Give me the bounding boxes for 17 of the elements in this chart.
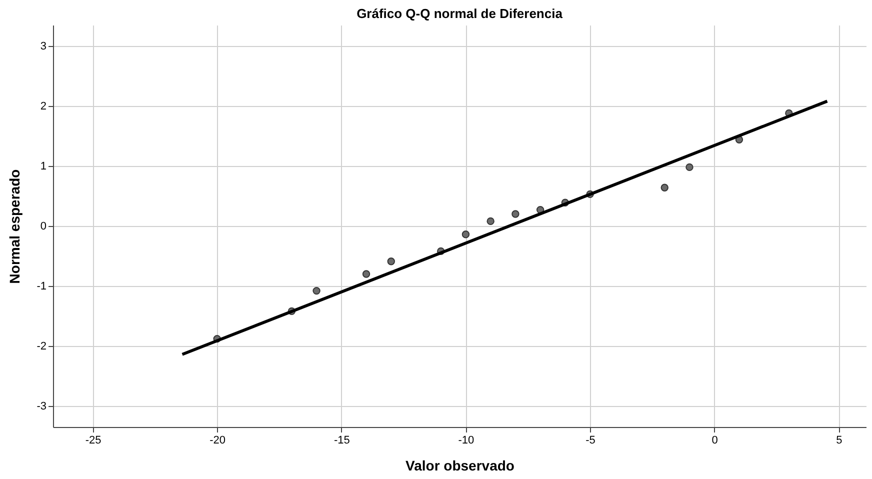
y-tick-label: -3 [36, 400, 46, 412]
x-tick-label: 0 [712, 434, 718, 446]
x-tick-label: -20 [210, 434, 226, 446]
x-axis-title: Valor observado [406, 458, 514, 474]
y-tick-label: 2 [40, 100, 46, 112]
y-tick-label: 0 [40, 220, 46, 232]
x-tick-label: -10 [458, 434, 474, 446]
x-tick-label: -5 [586, 434, 596, 446]
chart-title: Gráfico Q-Q normal de Diferencia [356, 6, 564, 21]
y-axis-title: Normal esperado [6, 169, 23, 284]
y-tick-label: 1 [40, 160, 46, 172]
x-tick-label: -15 [334, 434, 350, 446]
y-tick-label: 3 [40, 40, 46, 52]
x-tick-label: -25 [85, 434, 102, 446]
y-tick-label: -1 [36, 280, 46, 292]
y-tick-label: -2 [36, 340, 46, 352]
x-tick-label: 5 [836, 434, 842, 446]
